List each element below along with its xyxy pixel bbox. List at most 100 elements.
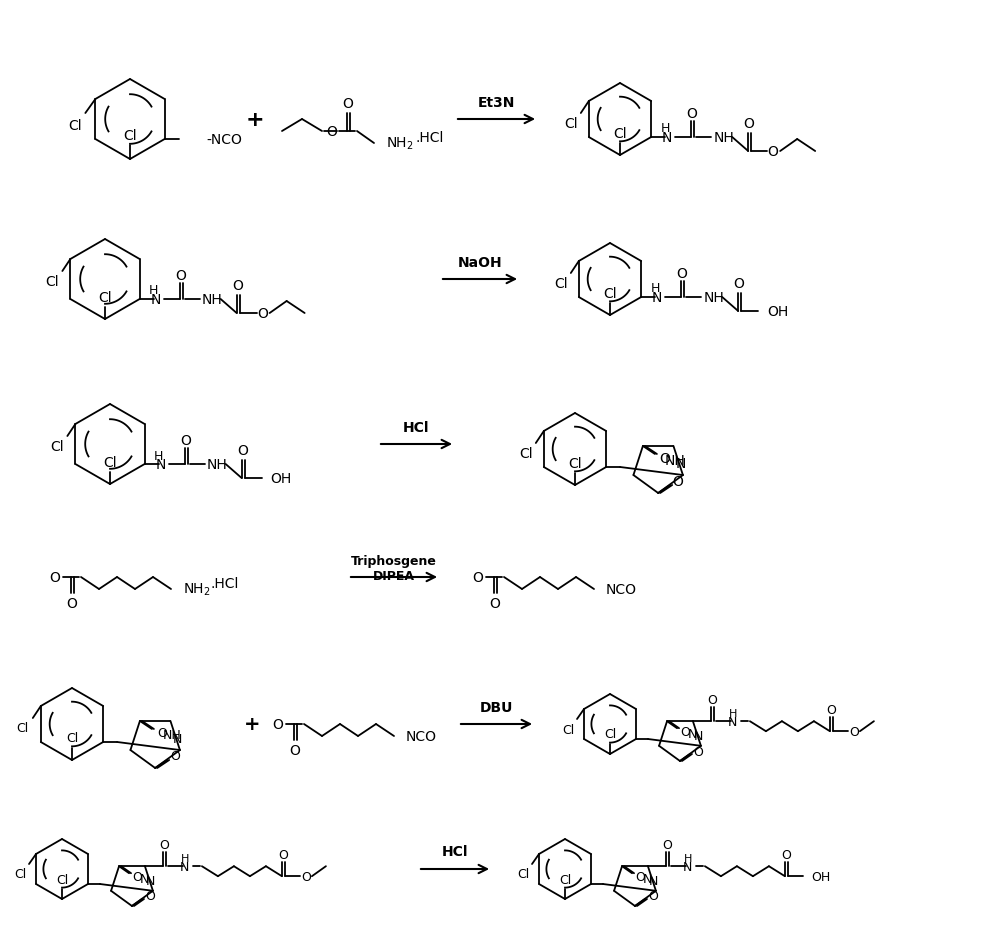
Text: Cl: Cl: [98, 291, 112, 305]
Text: O: O: [680, 725, 690, 738]
Text: O: O: [343, 97, 353, 110]
Text: O: O: [145, 889, 155, 902]
Text: O: O: [734, 277, 745, 291]
Text: O: O: [693, 745, 703, 758]
Text: O: O: [237, 444, 248, 458]
Text: NH: NH: [703, 291, 724, 305]
Text: N: N: [728, 715, 738, 728]
Text: Cl: Cl: [604, 728, 616, 741]
Text: O: O: [744, 117, 755, 131]
Text: Cl: Cl: [568, 457, 582, 470]
Text: OH: OH: [767, 305, 788, 319]
Text: NH$_2$: NH$_2$: [183, 582, 211, 598]
Text: Cl: Cl: [603, 287, 617, 301]
Text: N: N: [146, 874, 156, 887]
Text: OH: OH: [811, 869, 830, 883]
Text: Cl: Cl: [559, 872, 571, 885]
Text: O: O: [490, 597, 500, 611]
Text: Cl: Cl: [564, 117, 578, 131]
Text: H: H: [154, 449, 163, 462]
Text: Cl: Cl: [66, 732, 78, 745]
Text: Cl: Cl: [123, 129, 137, 143]
Text: H: H: [684, 853, 692, 863]
Text: +: +: [244, 715, 260, 733]
Text: O: O: [662, 838, 672, 851]
Text: Cl: Cl: [554, 277, 568, 291]
Text: HCl: HCl: [403, 421, 429, 434]
Text: N: N: [676, 457, 686, 470]
Text: N: N: [140, 871, 150, 885]
Text: O: O: [159, 838, 169, 851]
Text: O: O: [327, 125, 337, 139]
Text: O: O: [677, 267, 688, 280]
Text: Cl: Cl: [17, 722, 29, 734]
Text: Cl: Cl: [56, 872, 68, 885]
Text: O: O: [707, 693, 717, 706]
Text: N: N: [173, 732, 183, 745]
Text: N: N: [180, 860, 190, 873]
Text: Cl: Cl: [69, 119, 82, 133]
Text: O: O: [768, 144, 779, 159]
Text: N: N: [688, 727, 698, 740]
Text: NCO: NCO: [406, 729, 437, 743]
Text: O: O: [278, 848, 288, 861]
Text: Et3N: Et3N: [477, 96, 515, 110]
Text: O: O: [50, 570, 60, 584]
Text: O: O: [473, 570, 483, 584]
Text: H: H: [660, 123, 670, 135]
Text: Cl: Cl: [519, 447, 533, 461]
Text: O: O: [180, 433, 191, 447]
Text: +: +: [246, 110, 264, 130]
Text: Cl: Cl: [14, 868, 26, 881]
Text: O: O: [257, 307, 268, 321]
Text: O: O: [659, 451, 670, 465]
Text: Cl: Cl: [103, 456, 117, 469]
Text: DIPEA: DIPEA: [373, 569, 415, 582]
Text: O: O: [273, 717, 283, 732]
Text: H: H: [149, 284, 158, 297]
Text: DBU: DBU: [479, 700, 513, 715]
Text: H: H: [650, 282, 660, 295]
Text: HCl: HCl: [442, 844, 468, 858]
Text: NH: NH: [665, 453, 686, 467]
Text: O: O: [170, 750, 180, 763]
Text: Cl: Cl: [562, 723, 574, 735]
Text: N: N: [662, 131, 672, 144]
Text: NH: NH: [202, 293, 222, 307]
Text: O: O: [132, 869, 142, 883]
Text: N: N: [683, 860, 693, 873]
Text: Cl: Cl: [613, 126, 627, 141]
Text: Cl: Cl: [46, 275, 59, 289]
Text: O: O: [290, 743, 300, 757]
Text: O: O: [301, 869, 311, 883]
Text: O: O: [635, 869, 645, 883]
Text: O: O: [648, 889, 658, 902]
Text: NH: NH: [713, 131, 734, 144]
Text: O: O: [687, 107, 698, 121]
Text: O: O: [175, 269, 186, 282]
Text: N: N: [694, 730, 704, 743]
Text: H: H: [729, 708, 737, 718]
Text: O: O: [849, 725, 859, 738]
Text: N: N: [652, 291, 662, 305]
Text: N: N: [649, 874, 659, 887]
Text: Cl: Cl: [517, 868, 529, 881]
Text: N: N: [155, 458, 166, 471]
Text: NH: NH: [163, 729, 182, 742]
Text: O: O: [67, 597, 77, 611]
Text: NH$_2$: NH$_2$: [386, 136, 414, 152]
Text: NH: NH: [207, 458, 227, 471]
Text: O: O: [673, 475, 684, 488]
Text: O: O: [826, 703, 836, 716]
Text: NaOH: NaOH: [458, 256, 502, 270]
Text: O: O: [232, 278, 243, 293]
Text: NCO: NCO: [606, 582, 637, 597]
Text: O: O: [781, 848, 791, 861]
Text: N: N: [643, 871, 653, 885]
Text: OH: OH: [271, 471, 292, 485]
Text: -NCO: -NCO: [207, 133, 243, 147]
Text: N: N: [150, 293, 161, 307]
Text: H: H: [181, 853, 189, 863]
Text: Triphosgene: Triphosgene: [351, 554, 437, 567]
Text: O: O: [157, 727, 167, 740]
